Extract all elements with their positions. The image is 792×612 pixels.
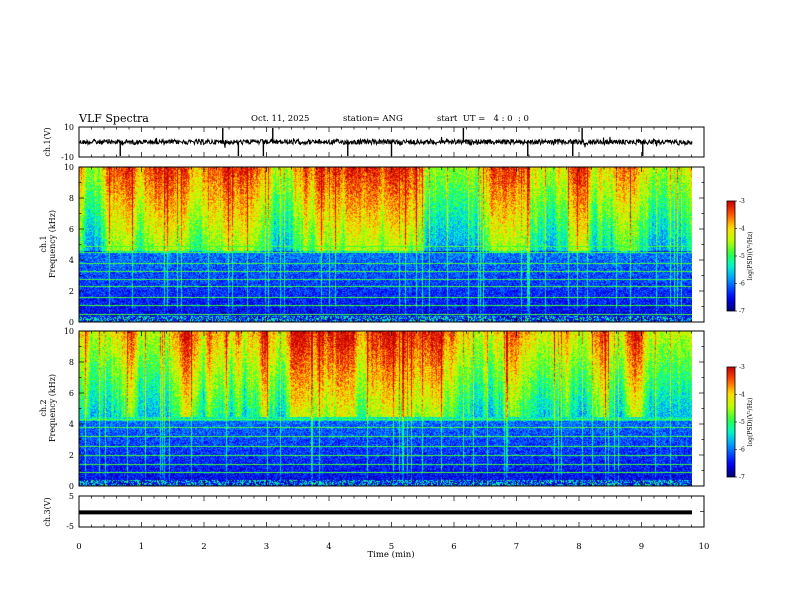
ch2-colorbar [726,366,736,478]
ch1-spec-ylabel-ch: ch.1 [39,235,48,252]
ch1-colorbar-tick--4: -4 [739,226,745,233]
ch1-spec-ylabel-freq: Frequency (kHz) [48,210,57,278]
ch2-colorbar-tick--5: -5 [739,419,745,426]
date-label: Oct. 11, 2025 [251,114,310,124]
ch2-colorbar-tick--6: -6 [739,447,745,454]
ch1-spec-ytick-2: 2 [69,287,74,296]
ch3-ylabel: ch.3(V) [43,497,52,526]
ch1-colorbar-label: log(PSD)(V²/Hz) [747,232,754,281]
ch2-spec-ylabel-ch: ch.2 [39,399,48,416]
ch1-ylabel: ch.1(V) [43,127,52,156]
x-tick-label-6: 6 [451,542,456,552]
ch3-ytick-neg5: -5 [66,522,74,531]
ch1-waveform-panel: 10 -10 ch.1(V) [43,123,705,162]
ch2-colorbar-tick--7: -7 [739,474,745,481]
ch1-spikes [119,128,644,156]
ch1-colorbar-tick--3: -3 [739,198,745,205]
ch2-spec-ytick-2: 2 [69,451,74,460]
x-tick-label-10: 10 [699,542,710,552]
station-label: station= ANG [343,114,403,124]
ch2-spec-ytick-4: 4 [69,420,74,429]
x-tick-label-7: 7 [514,542,519,552]
ch1-spectrogram-image [79,167,692,322]
x-tick-label-8: 8 [576,542,581,552]
ch1-spec-ytick-6: 6 [69,225,74,234]
ch1-colorbar [726,200,736,312]
ch3-ytick-5: 5 [69,492,74,501]
start-ut-label: start UT = 4 : 0 : 0 [437,114,529,124]
x-tick-label-9: 9 [639,542,644,552]
ch1-spec-ytick-0: 0 [69,318,74,327]
x-tick-label-0: 0 [76,542,81,552]
ch2-spec-ytick-8: 8 [69,358,74,367]
ch1-spec-ytick-8: 8 [69,194,74,203]
ch2-spec-ytick-0: 0 [69,482,74,491]
ch1-spec-ytick-4: 4 [69,256,74,265]
ch1-spec-ytick-10: 10 [64,163,74,172]
ch1-colorbar-tick--6: -6 [739,281,745,288]
ch2-spec-ytick-10: 10 [64,327,74,336]
x-axis-label: Time (min) [367,549,414,560]
ch1-ytick-bottom: -10 [61,153,74,162]
x-tick-label-1: 1 [139,542,144,552]
ch2-spectrogram-image [79,331,692,486]
ch1-waveform-line [78,136,693,148]
ch3-waveform-panel: 5 -5 ch.3(V) [43,492,705,531]
x-tick-label-4: 4 [326,542,331,552]
x-ticks: 0 1 2 3 4 5 6 7 8 9 10 [76,127,709,552]
ch2-spec-ylabel-freq: Frequency (kHz) [48,374,57,442]
ch1-colorbar-tick--5: -5 [739,253,745,260]
ch1-ytick-top: 10 [64,123,74,132]
figure-title: VLF Spectra [79,112,149,125]
x-tick-label-2: 2 [201,542,206,552]
ch2-spec-ytick-6: 6 [69,389,74,398]
ch2-colorbar-tick--3: -3 [739,364,745,371]
ch2-colorbar-tick--4: -4 [739,392,745,399]
ch1-colorbar-tick--7: -7 [739,308,745,315]
x-tick-label-3: 3 [264,542,269,552]
x-tick-label-5: 5 [389,542,394,552]
ch2-colorbar-label: log(PSD)(V²/Hz) [747,398,754,447]
